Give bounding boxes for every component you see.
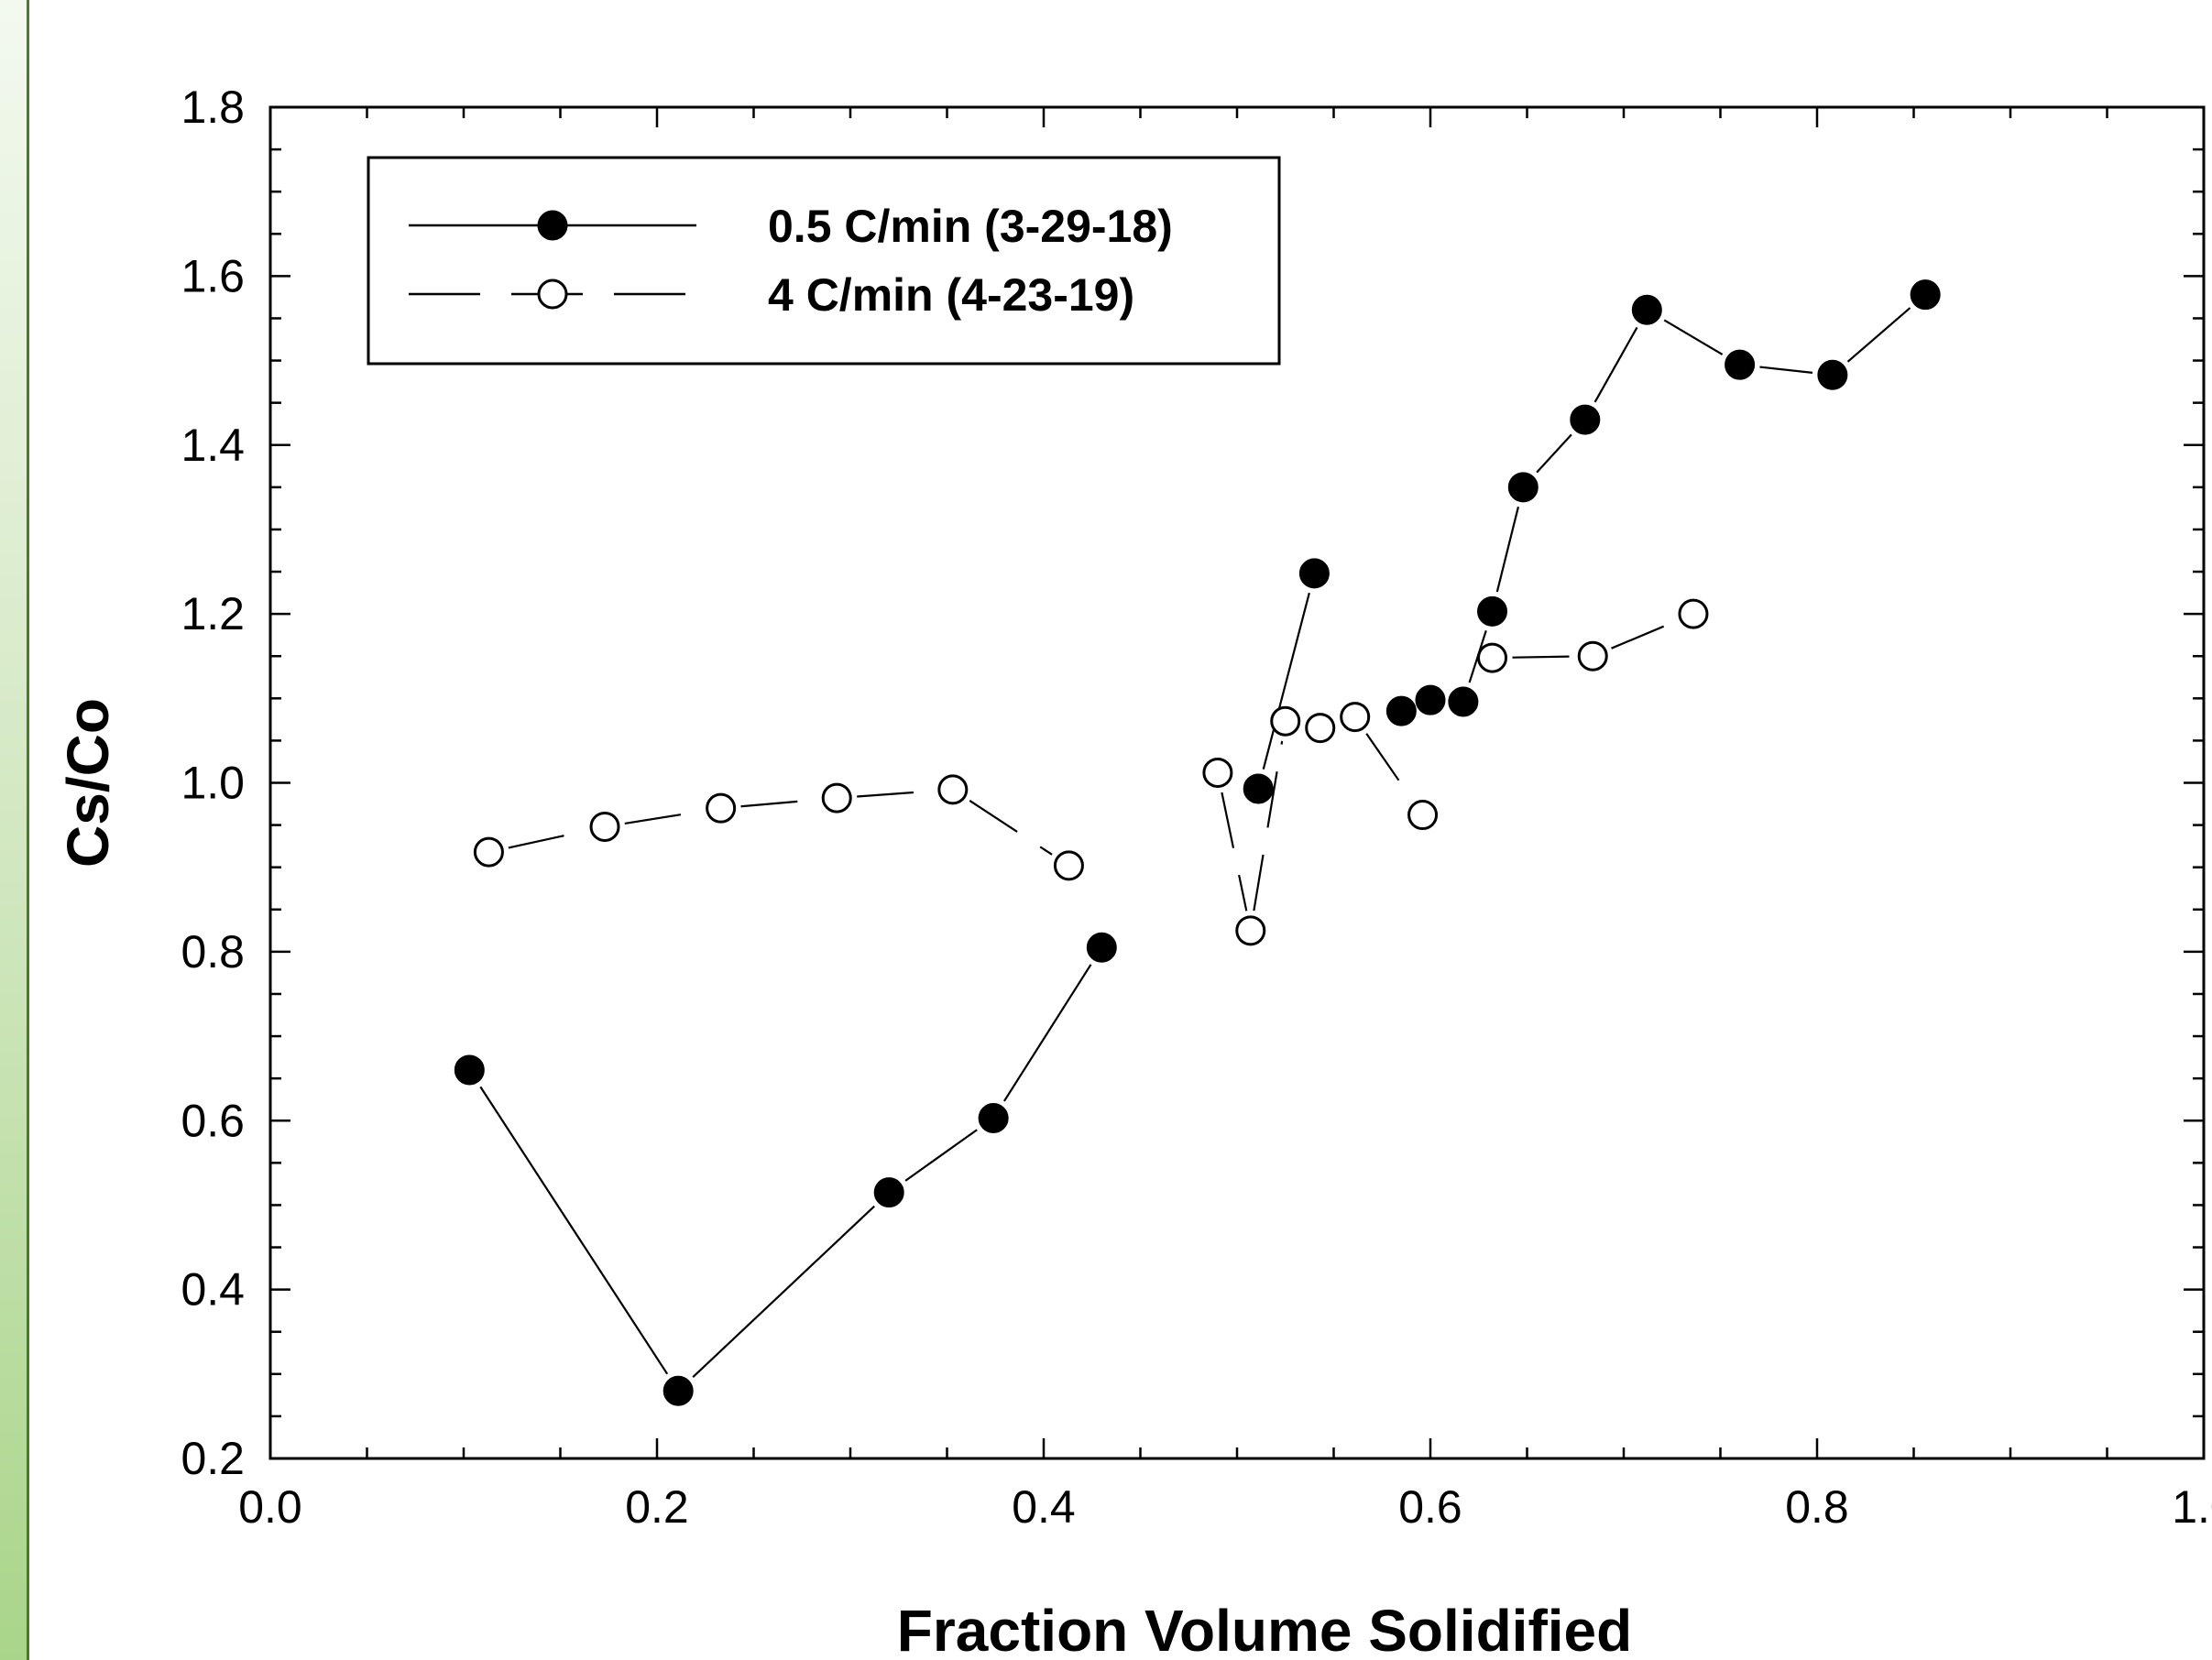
legend-box	[367, 156, 1281, 366]
series-1-line	[479, 1086, 669, 1375]
y-tick-label: 1.6	[181, 250, 245, 301]
legend-label-series-1: 0.5 C/min (3-29-18)	[768, 201, 1173, 252]
data-point-filled	[1910, 279, 1941, 311]
legend-marker-filled	[537, 210, 568, 241]
x-axis-title: Fraction Volume Solidified	[897, 1598, 1632, 1660]
legend-marker-open	[537, 278, 568, 310]
series-1-line	[1593, 326, 1638, 403]
y-tick-label: 1.2	[181, 588, 245, 639]
data-point-filled	[1243, 773, 1274, 804]
data-point-open	[937, 774, 969, 805]
data-point-filled	[1415, 684, 1446, 715]
y-tick-label: 0.6	[181, 1095, 245, 1146]
data-point-open	[821, 782, 852, 814]
series-2-line	[508, 830, 586, 849]
y-tick-label: 0.2	[181, 1433, 245, 1484]
series-1-line	[1846, 307, 1911, 363]
data-point-filled	[1817, 359, 1848, 390]
data-point-filled	[1448, 686, 1479, 717]
data-point-filled	[873, 1177, 904, 1208]
series-2-line	[857, 790, 933, 798]
series-1-line	[1262, 592, 1310, 770]
data-point-filled	[1725, 349, 1756, 380]
x-tick-label: 0.0	[238, 1481, 302, 1533]
data-point-open	[1577, 640, 1608, 672]
series-1-line	[1759, 366, 1813, 374]
series-2-line	[1611, 620, 1676, 650]
y-tick-label: 0.4	[181, 1264, 245, 1316]
legend: 0.5 C/min (3-29-18) 4 C/min (4-23-19)	[367, 156, 1281, 366]
series-1-line	[904, 1129, 978, 1182]
data-point-open	[1053, 850, 1084, 881]
data-point-filled	[1477, 595, 1508, 627]
data-point-open	[706, 792, 737, 824]
data-point-open	[1678, 598, 1709, 629]
series-1	[454, 279, 1941, 1406]
series-2-line	[740, 798, 817, 808]
tick-labels: 0.00.20.40.60.81.00.20.40.60.81.01.21.41…	[181, 82, 2212, 1533]
series-1-line	[1536, 433, 1572, 474]
x-tick-label: 0.2	[625, 1481, 689, 1533]
series-2-line	[1221, 792, 1248, 912]
y-axis-title: Cs/Co	[55, 698, 121, 868]
data-point-open	[1202, 757, 1233, 788]
data-point-open	[1340, 702, 1371, 733]
legend-label-series-2: 4 C/min (4-23-19)	[768, 269, 1134, 321]
y-tick-label: 0.8	[181, 926, 245, 977]
data-point-open	[1235, 915, 1266, 946]
data-point-filled	[1507, 472, 1539, 503]
data-point-open	[1270, 705, 1301, 737]
data-point-open	[473, 836, 504, 868]
y-tick-label: 1.8	[181, 82, 245, 133]
plot-area	[268, 105, 2206, 1460]
data-point-filled	[1570, 404, 1601, 435]
data-point-filled	[1086, 932, 1117, 963]
series-2-line	[624, 810, 702, 825]
series-2-line	[1365, 733, 1412, 800]
side-accent-strip	[0, 0, 29, 1660]
data-point-filled	[663, 1375, 694, 1406]
series-2	[473, 598, 1709, 946]
y-tick-label: 1.4	[181, 420, 245, 471]
x-tick-label: 0.4	[1012, 1481, 1076, 1533]
x-tick-label: 0.6	[1398, 1481, 1462, 1533]
series-1-line	[1663, 319, 1724, 355]
data-point-open	[1477, 642, 1508, 673]
series-2-line	[1253, 740, 1284, 912]
data-point-filled	[1631, 294, 1662, 325]
data-point-open	[1407, 800, 1439, 831]
data-point-filled	[454, 1054, 485, 1086]
y-tick-label: 1.0	[181, 758, 245, 809]
data-series	[454, 279, 1941, 1406]
data-point-filled	[978, 1102, 1009, 1133]
x-tick-label: 0.8	[1785, 1481, 1849, 1533]
data-point-filled	[1298, 558, 1330, 589]
series-2-line	[1512, 655, 1573, 659]
series-2-line	[969, 800, 1053, 856]
series-1-line	[1002, 964, 1092, 1102]
data-point-filled	[1385, 695, 1417, 726]
series-1-line	[692, 1205, 875, 1378]
series-1-line	[1495, 506, 1520, 593]
data-point-open	[1305, 713, 1336, 744]
x-tick-label: 1.0	[2172, 1481, 2212, 1533]
data-point-open	[589, 811, 620, 842]
